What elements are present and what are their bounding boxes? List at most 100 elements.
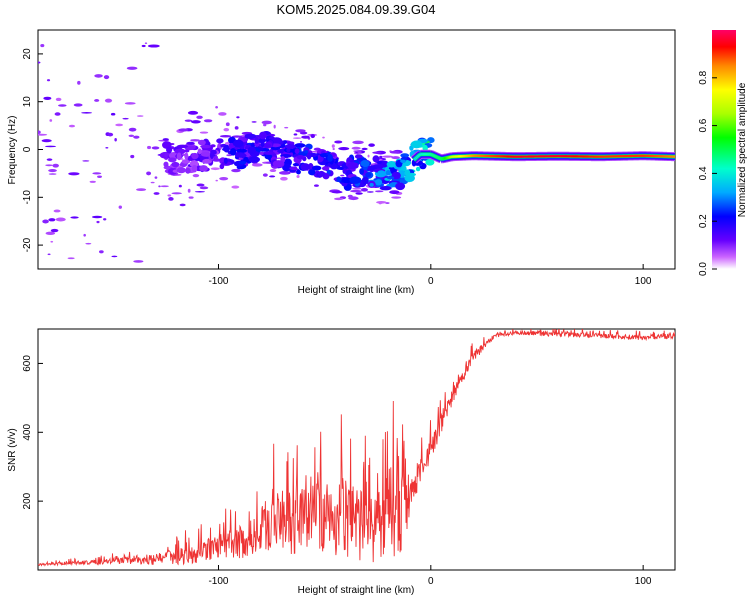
spectrogram-ridge-blob [354,154,363,159]
spectrogram-noise-blob [54,112,61,116]
spectrogram-ridge-blob [236,148,248,153]
spectrogram-noise-blob [38,61,41,64]
spectrogram-noise-blob [218,112,227,116]
spectrogram-noise-blob [234,126,239,130]
spectrogram-ridge-blob [410,140,423,149]
spectrogram-noise-blob [68,172,80,176]
spectrogram-noise-blob [178,184,182,188]
spectrogram-noise-blob [103,75,110,80]
spectrogram-ridge-blob [260,139,265,148]
spectrogram-noise-blob [45,164,53,167]
spectrogram-ridge-blob [400,159,407,163]
spectrogram-ridge-blob [213,155,218,160]
spectrogram-ridge-blob [294,148,300,154]
spectrogram-ridge-blob [308,169,316,176]
spectrogram-noise-blob [196,115,203,119]
spectrogram-ridge-blob [379,185,392,191]
spectrogram-noise-blob [45,231,56,236]
colorbar-tick-label: 0.6 [698,118,709,132]
spectrogram-noise-blob [40,44,45,48]
spectrogram-noise-blob [194,190,206,193]
spectrogram-noise-blob [136,188,147,192]
spectrogram-ridge-blob [229,148,237,156]
spectrogram-ridge-blob [262,151,275,155]
spectrogram-ridge-blob [197,139,206,146]
spectrogram-noise-blob [184,119,193,122]
spectrogram-noise-blob [375,190,384,193]
spectrogram-noise-blob [91,215,103,219]
spectrogram-noise-blob [352,187,362,190]
spectrogram-noise-blob [199,186,209,190]
snr-x-ticks: -100 0 100 [208,565,652,587]
spectrogram-ridge-blob [289,166,298,171]
y-tick-label: 200 [22,492,33,509]
x-tick-label: 0 [428,276,434,287]
spectrogram-ridge-blob [228,142,235,149]
spectrogram-noise-blob [301,135,310,139]
y-tick-label: -20 [22,237,33,252]
spectrogram-ridge-blob [294,143,306,148]
colorbar: 0.0 0.2 0.4 0.6 0.8 Normalized spectral ampl… [698,30,748,276]
spectrogram-noise-blob [154,176,158,179]
spectrogram-noise-blob [199,131,209,134]
x-tick-label: 0 [428,576,434,587]
spectrogram-noise-blob [381,155,394,158]
spectrogram-noise-blob [268,175,276,178]
spectrogram-noise-blob [331,190,343,194]
spectrogram-noise-blob [226,154,233,157]
spectrogram-noise-blob [55,217,66,222]
spectrogram-ridge-blob [185,167,191,174]
spectrogram-ridge-blob [191,164,198,173]
spectrogram-noise-blob [376,200,387,204]
spectrogram-noise-blob [70,216,79,219]
spectrogram-y-ticks: -20 -10 0 10 20 [22,48,43,252]
spectrogram-noise-blob [236,116,240,119]
colorbar-tick-label: 0.4 [698,166,709,180]
spectrogram-noise-blob [50,228,59,233]
spectrogram-noise-blob [44,145,57,148]
spectrogram-noise-blob [46,158,53,161]
spectrogram-ridge-blob [184,152,189,160]
spectrogram-noise-blob [187,110,199,115]
spectrogram-marks [38,42,675,263]
spectrogram-noise-blob [391,196,402,199]
spectrogram-noise-blob [99,250,104,254]
spectrogram-noise-blob [334,140,343,144]
spectrogram-noise-blob [128,127,137,132]
spectrogram-noise-blob [261,120,272,125]
spectrogram-noise-blob [104,98,113,103]
spectrogram-noise-blob [49,119,53,122]
spectrogram-noise-blob [38,130,41,134]
spectrogram-ridge-blob [395,182,406,191]
spectrogram-noise-blob [314,184,319,187]
spectrogram-noise-blob [284,126,289,129]
spectrogram-noise-blob [391,156,400,160]
spectrogram-noise-blob [389,150,400,154]
spectrogram-ridge-blob [286,147,291,153]
spectrogram-ridge-blob [186,141,195,145]
spectrogram-ridge-blob [317,170,325,177]
spectrogram-ridge-blob [321,166,330,171]
spectrogram-noise-blob [77,80,81,85]
spectrogram-noise-blob [296,174,300,179]
spectrogram-ridge-blob [238,160,247,165]
spectrogram-ridge-blob [365,172,372,178]
spectrogram-ridge-blob [374,179,383,186]
spectrogram-ridge-blob [232,139,244,148]
y-tick-label: 20 [22,48,33,60]
spectrogram-noise-blob [361,147,368,151]
spectrogram-ridge-blob [176,144,189,149]
spectrogram-noise-blob [162,138,169,141]
spectrogram-noise-blob [331,144,335,148]
spectrogram-ridge-blob [361,176,369,185]
colorbar-gradient [712,30,736,269]
spectrogram-ridge-blob [359,168,365,175]
spectrogram-noise-blob [136,115,144,117]
spectrogram-ridge-blob [296,169,301,175]
spectrogram-noise-blob [38,133,48,136]
spectrogram-noise-blob [334,197,344,201]
spectrogram-noise-blob [94,99,100,102]
spectrogram-noise-blob [299,140,303,143]
spectrogram-noise-blob [223,128,230,132]
